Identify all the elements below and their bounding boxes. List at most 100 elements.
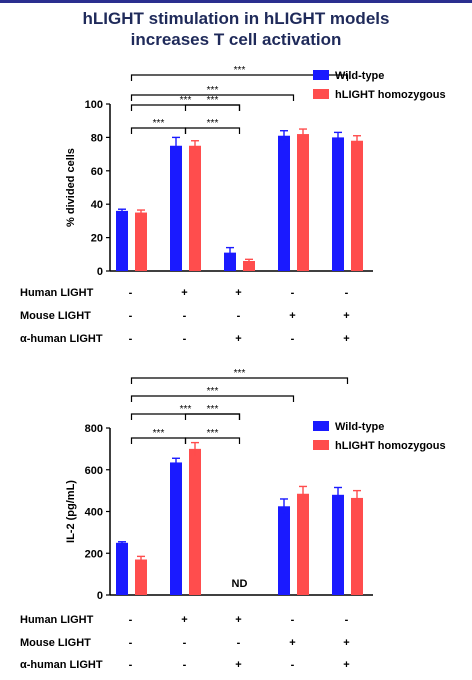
chart1-bar-hlight-homozygous	[189, 145, 201, 271]
chart2-y-tick-label: 800	[85, 423, 103, 435]
chart1-y-tick-label: 0	[97, 266, 103, 278]
chart1-condition-value: +	[343, 333, 349, 345]
chart1-condition-value: +	[235, 287, 241, 299]
chart1-bar-hlight-homozygous	[351, 140, 363, 271]
chart1-significance-label: ***	[207, 95, 219, 106]
chart2-condition-value: -	[129, 614, 133, 626]
chart1-condition-value: -	[129, 333, 133, 345]
chart1-condition-value: -	[291, 287, 295, 299]
chart1-condition-value: -	[129, 287, 133, 299]
chart1-condition-value: -	[129, 310, 133, 322]
chart1-significance-label: ***	[234, 65, 246, 76]
chart2-condition-value: -	[237, 637, 241, 649]
chart2-significance-label: ***	[234, 368, 246, 379]
chart2-significance-label: ***	[207, 386, 219, 397]
chart2-significance-bracket	[184, 437, 241, 444]
chart2-condition-label: α-human LIGHT	[20, 659, 103, 671]
chart1-bar-hlight-homozygous	[243, 260, 255, 271]
chart2-bar-hlight-homozygous	[135, 559, 147, 595]
chart2-condition-value: +	[181, 614, 187, 626]
chart1-significance-label: ***	[207, 118, 219, 129]
chart2-bar-hlight-homozygous	[297, 493, 309, 595]
chart2-bar-hlight-homozygous	[189, 448, 201, 595]
chart1-legend-label: Wild-type	[335, 70, 384, 82]
chart2-significance-label: ***	[207, 428, 219, 439]
chart2-legend-label: Wild-type	[335, 421, 384, 433]
chart2-condition-value: +	[343, 659, 349, 671]
chart1-bar-wild-type	[278, 135, 290, 271]
chart1-condition-value: -	[237, 310, 241, 322]
chart2-bar-wild-type	[332, 494, 344, 595]
chart1-condition-value: -	[291, 333, 295, 345]
chart2-y-axis-label: IL-2 (pg/mL)	[65, 480, 77, 543]
chart1-legend-swatch	[313, 89, 329, 99]
chart2-condition-value: -	[345, 614, 349, 626]
chart1-condition-value: -	[183, 310, 187, 322]
chart1-condition-label: α-human LIGHT	[20, 333, 103, 345]
chart2-bar-wild-type	[170, 462, 182, 595]
chart1-significance-bracket	[130, 104, 241, 111]
chart2-legend-label: hLIGHT homozygous	[335, 440, 446, 452]
chart1-bar-hlight-homozygous	[135, 212, 147, 271]
chart2-significance-bracket	[130, 413, 241, 420]
chart1-condition-label: Mouse LIGHT	[20, 310, 91, 322]
chart1-y-axis-label: % divided cells	[65, 148, 77, 227]
chart2-significance-label: ***	[180, 404, 192, 415]
chart2-condition-value: +	[343, 637, 349, 649]
chart1-condition-value: -	[345, 287, 349, 299]
chart1-y-tick-label: 60	[91, 166, 103, 178]
chart1-y-tick-label: 100	[85, 99, 103, 111]
chart1-bar-wild-type	[116, 210, 128, 271]
chart2-legend-swatch	[313, 421, 329, 431]
chart2-nd-label: ND	[232, 578, 248, 590]
chart1-legend-swatch	[313, 70, 329, 80]
title-line-2: increases T cell activation	[130, 30, 342, 49]
chart2-y-tick-label: 0	[97, 590, 103, 602]
chart1-significance-label: ***	[180, 95, 192, 106]
chart1-y-tick-label: 40	[91, 199, 103, 211]
chart2-condition-label: Human LIGHT	[20, 614, 94, 626]
chart2-condition-value: -	[183, 659, 187, 671]
chart2-significance-label: ***	[207, 404, 219, 415]
chart1-condition-value: +	[235, 333, 241, 345]
chart2-condition-value: -	[129, 659, 133, 671]
chart1-legend-label: hLIGHT homozygous	[335, 89, 446, 101]
chart2-legend-swatch	[313, 440, 329, 450]
page-title: hLIGHT stimulation in hLIGHT models incr…	[0, 8, 472, 50]
chart2-significance-bracket	[130, 395, 295, 402]
chart2-bar-wild-type	[116, 542, 128, 595]
chart2-condition-value: +	[235, 614, 241, 626]
chart1-significance-bracket	[130, 94, 295, 101]
chart1-bar-wild-type	[332, 137, 344, 271]
chart1-significance-label: ***	[207, 85, 219, 96]
chart1-condition-value: +	[181, 287, 187, 299]
chart2-significance-label: ***	[153, 428, 165, 439]
chart2-significance-bracket	[130, 377, 349, 384]
chart2-y-tick-label: 400	[85, 507, 103, 519]
chart1-condition-value: +	[343, 310, 349, 322]
chart2-condition-value: +	[289, 637, 295, 649]
chart1-condition-value: +	[289, 310, 295, 322]
chart2-condition-label: Mouse LIGHT	[20, 637, 91, 649]
chart2-condition-value: -	[129, 637, 133, 649]
chart2-bar-wild-type	[278, 506, 290, 595]
chart1-bar-wild-type	[170, 145, 182, 271]
chart1-significance-label: ***	[153, 118, 165, 129]
chart1-condition-label: Human LIGHT	[20, 287, 94, 299]
chart2-condition-value: -	[183, 637, 187, 649]
chart2-condition-value: -	[291, 614, 295, 626]
chart1-y-tick-label: 20	[91, 233, 103, 245]
top-divider	[0, 0, 472, 3]
chart2-condition-value: -	[291, 659, 295, 671]
chart1-bar-wild-type	[224, 252, 236, 271]
chart1-y-tick-label: 80	[91, 132, 103, 144]
chart2-condition-value: +	[235, 659, 241, 671]
chart2-bar-hlight-homozygous	[351, 497, 363, 595]
chart2-y-tick-label: 600	[85, 465, 103, 477]
chart1-condition-value: -	[183, 333, 187, 345]
chart1-bar-hlight-homozygous	[297, 134, 309, 271]
chart2-y-tick-label: 200	[85, 548, 103, 560]
chart1-significance-bracket	[130, 74, 349, 81]
chart1-significance-bracket	[184, 127, 241, 134]
